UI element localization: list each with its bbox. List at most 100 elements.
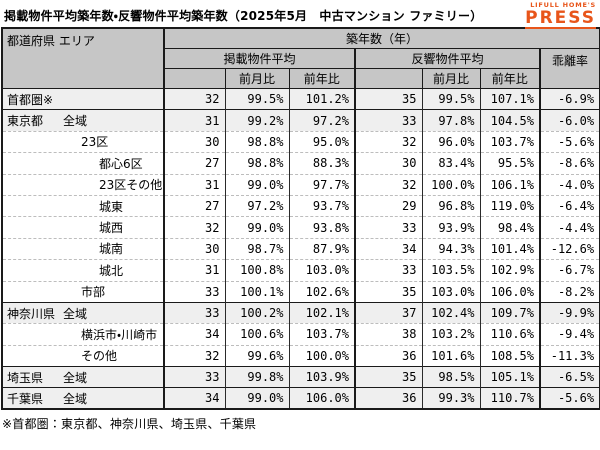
listed-avg-cell: 34 — [163, 387, 226, 410]
resp-avg-cell: 36 — [354, 387, 423, 410]
building-age-table: 都道府県 エリア 築年数（年） 掲載物件平均 反響物件平均 乖離率 前月比 前年… — [1, 27, 600, 411]
deviation-cell: -5.6% — [539, 387, 600, 410]
listed-avg-cell: 30 — [163, 130, 226, 154]
deviation-cell: -9.9% — [539, 301, 600, 325]
resp-avg-cell: 32 — [354, 173, 423, 196]
listed-yoy-cell: 97.7% — [288, 173, 356, 196]
area-cell: 千葉県 全域 — [1, 387, 165, 410]
listed-yoy-cell: 102.6% — [288, 280, 356, 303]
area-cell: 都心6区 — [1, 152, 165, 175]
deviation-cell: -6.0% — [539, 109, 600, 132]
area-cell: 城東 — [1, 194, 165, 218]
listed-mom-cell: 99.6% — [224, 344, 290, 368]
listed-yoy-cell: 101.2% — [288, 87, 356, 111]
resp-avg-cell: 35 — [354, 280, 423, 303]
listed-yoy-cell: 103.9% — [288, 366, 356, 389]
deviation-cell: -8.2% — [539, 280, 600, 303]
listed-avg-cell: 32 — [163, 216, 226, 239]
resp-avg-cell: 38 — [354, 323, 423, 346]
resp-avg-cell: 36 — [354, 344, 423, 368]
resp-mom-cell: 99.5% — [421, 87, 481, 111]
listed-avg-cell: 27 — [163, 194, 226, 218]
resp-mom-cell: 103.0% — [421, 280, 481, 303]
col-header-listed-mom: 前月比 — [224, 68, 290, 89]
resp-yoy-cell: 108.5% — [479, 344, 541, 368]
resp-avg-cell: 34 — [354, 237, 423, 261]
listed-yoy-cell: 103.7% — [288, 323, 356, 346]
page-header: 掲載物件平均築年数・反響物件平均築年数（2025年5月 中古マンション ファミリ… — [0, 0, 600, 29]
area-cell: その他 — [1, 344, 165, 368]
col-header-response-group: 反響物件平均 — [354, 48, 541, 69]
deviation-cell: -5.6% — [539, 130, 600, 154]
table-row: 東京都 全域 31 99.2% 97.2% 33 97.8% 104.5% -6.0% — [1, 109, 600, 132]
listed-avg-cell: 31 — [163, 259, 226, 282]
resp-yoy-cell: 106.0% — [479, 280, 541, 303]
footnote: ※首都圏：東京都、神奈川県、埼玉県、千葉県 — [2, 417, 257, 432]
resp-mom-cell: 100.0% — [421, 173, 481, 196]
resp-mom-cell: 98.5% — [421, 366, 481, 389]
table-row: 市部 33 100.1% 102.6% 35 103.0% 106.0% -8.2% — [1, 280, 600, 303]
area-cell: 東京都 全域 — [1, 109, 165, 132]
listed-mom-cell: 100.2% — [224, 301, 290, 325]
resp-avg-cell: 35 — [354, 87, 423, 111]
resp-yoy-cell: 98.4% — [479, 216, 541, 239]
resp-mom-cell: 96.8% — [421, 194, 481, 218]
listed-yoy-cell: 97.2% — [288, 109, 356, 132]
listed-mom-cell: 99.2% — [224, 109, 290, 132]
listed-mom-cell: 98.8% — [224, 152, 290, 175]
resp-mom-cell: 93.9% — [421, 216, 481, 239]
deviation-cell: -4.4% — [539, 216, 600, 239]
listed-avg-cell: 32 — [163, 344, 226, 368]
listed-mom-cell: 99.8% — [224, 366, 290, 389]
listed-mom-cell: 99.5% — [224, 87, 290, 111]
area-cell: 城北 — [1, 259, 165, 282]
listed-avg-cell: 33 — [163, 280, 226, 303]
empty-header-cell — [354, 68, 423, 89]
deviation-cell: -12.6% — [539, 237, 600, 261]
listed-mom-cell: 100.6% — [224, 323, 290, 346]
listed-mom-cell: 99.0% — [224, 173, 290, 196]
resp-yoy-cell: 95.5% — [479, 152, 541, 175]
listed-yoy-cell: 103.0% — [288, 259, 356, 282]
table-body: 首都圏※ 32 99.5% 101.2% 35 99.5% 107.1% -6.9% 東京都 全域… — [1, 87, 600, 410]
listed-yoy-cell: 88.3% — [288, 152, 356, 175]
resp-yoy-cell: 106.1% — [479, 173, 541, 196]
header-row-3: 前月比 前年比 前月比 前年比 — [2, 68, 600, 89]
listed-mom-cell: 98.8% — [224, 130, 290, 154]
table-row: 城北 31 100.8% 103.0% 33 103.5% 102.9% -6.7% — [1, 259, 600, 282]
listed-yoy-cell: 106.0% — [288, 387, 356, 410]
col-header-age: 築年数（年） — [163, 27, 600, 49]
area-cell: 埼玉県 全域 — [1, 366, 165, 389]
lifull-homes-press-logo: LIFULL HOME'S PRESS — [525, 2, 598, 29]
listed-mom-cell: 99.0% — [224, 387, 290, 410]
table-row: 23区その他 31 99.0% 97.7% 32 100.0% 106.1% -4.0% — [1, 173, 600, 196]
listed-avg-cell: 33 — [163, 301, 226, 325]
listed-yoy-cell: 95.0% — [288, 130, 356, 154]
col-header-response-yoy: 前年比 — [479, 68, 541, 89]
resp-yoy-cell: 110.6% — [479, 323, 541, 346]
table-row: 城東 27 97.2% 93.7% 29 96.8% 119.0% -6.4% — [1, 194, 600, 218]
resp-yoy-cell: 101.4% — [479, 237, 541, 261]
deviation-cell: -6.5% — [539, 366, 600, 389]
area-cell: 城南 — [1, 237, 165, 261]
listed-mom-cell: 97.2% — [224, 194, 290, 218]
page-title: 掲載物件平均築年数・反響物件平均築年数（2025年5月 中古マンション ファミリ… — [4, 9, 483, 23]
area-cell: 23区その他 — [1, 173, 165, 196]
table-row: 23区 30 98.8% 95.0% 32 96.0% 103.7% -5.6% — [1, 130, 600, 154]
resp-avg-cell: 35 — [354, 366, 423, 389]
listed-avg-cell: 30 — [163, 237, 226, 261]
resp-yoy-cell: 103.7% — [479, 130, 541, 154]
listed-avg-cell: 31 — [163, 173, 226, 196]
listed-avg-cell: 31 — [163, 109, 226, 132]
listed-avg-cell: 27 — [163, 152, 226, 175]
resp-yoy-cell: 105.1% — [479, 366, 541, 389]
empty-header-cell — [163, 68, 226, 89]
resp-yoy-cell: 119.0% — [479, 194, 541, 218]
area-cell: 首都圏※ — [1, 87, 165, 111]
table-row: 都心6区 27 98.8% 88.3% 30 83.4% 95.5% -8.6% — [1, 152, 600, 175]
table-row: 横浜市・川崎市 34 100.6% 103.7% 38 103.2% 110.6% -9.4% — [1, 323, 600, 346]
table-row: 首都圏※ 32 99.5% 101.2% 35 99.5% 107.1% -6.9% — [1, 87, 600, 111]
resp-avg-cell: 32 — [354, 130, 423, 154]
logo-main-text: PRESS — [525, 7, 596, 29]
resp-mom-cell: 103.5% — [421, 259, 481, 282]
